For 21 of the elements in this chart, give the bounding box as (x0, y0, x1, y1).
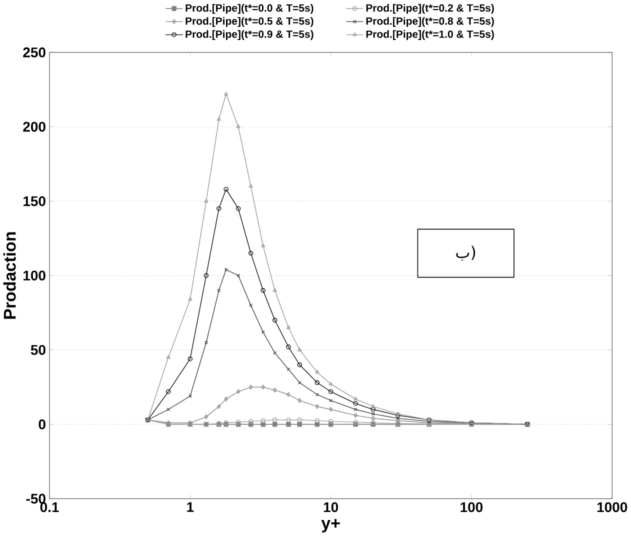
y-tick-label: 100 (24, 270, 46, 281)
x-tick-label: 1 (187, 502, 194, 512)
y-tick-label: 0 (38, 419, 46, 430)
legend-label: Prod.[Pipe](t*=0.9 & T=5s) (186, 30, 314, 40)
x-tick-label: 100 (460, 502, 483, 512)
legend-label: Prod.[Pipe](t*=1.0 & T=5s) (366, 30, 494, 40)
x-tick-label: 0.1 (40, 502, 59, 512)
annotation: ب) (456, 246, 476, 261)
y-tick-label: 50 (30, 345, 46, 355)
y-tick-label: 150 (24, 196, 46, 206)
y-tick-label: 250 (23, 48, 46, 58)
x-tick-label: 10 (324, 502, 338, 512)
x-axis-title: y+ (321, 519, 340, 533)
legend-label: Prod.[Pipe](t*=0.5 & T=5s) (186, 17, 314, 27)
x-tick-label: 1000 (597, 502, 628, 512)
y-tick-label: -50 (26, 494, 46, 504)
y-axis-title: Prodaction (3, 232, 16, 319)
legend-label: Prod.[Pipe](t*=0.2 & T=5s) (366, 4, 494, 14)
legend-label: Prod.[Pipe](t*=0.8 & T=5s) (366, 17, 494, 27)
legend-label: Prod.[Pipe](t*=0.0 & T=5s) (186, 4, 314, 14)
y-tick-label: 200 (23, 122, 46, 132)
